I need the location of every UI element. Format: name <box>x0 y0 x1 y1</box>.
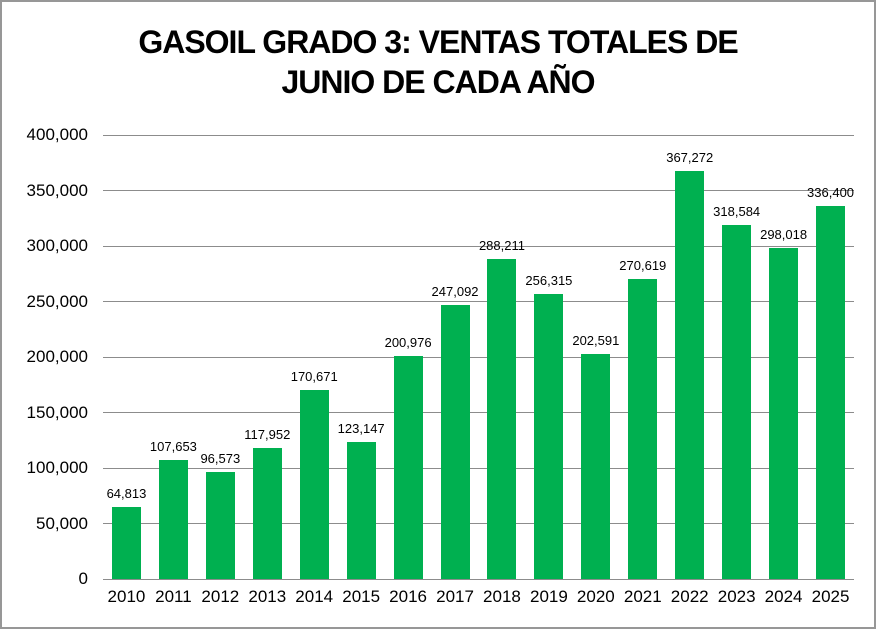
x-axis-tick-label: 2012 <box>201 587 240 606</box>
bar-value-label: 64,813 <box>106 486 147 502</box>
x-axis-tick-label: 2023 <box>717 587 756 606</box>
gridline <box>103 134 854 136</box>
gridline <box>103 245 854 247</box>
y-axis-tick-label: 150,000 <box>26 402 88 422</box>
y-axis-tick-label: 200,000 <box>26 347 88 366</box>
bar-value-label: 117,952 <box>244 427 291 443</box>
bar-2020 <box>581 354 611 579</box>
bar-value-label: 202,591 <box>572 333 620 349</box>
bar-2011 <box>158 459 188 579</box>
bar-2014 <box>299 389 329 579</box>
bar-2015 <box>346 442 376 579</box>
bar-value-label: 318,584 <box>713 204 761 220</box>
x-axis-tick-label: 2010 <box>107 587 146 606</box>
y-axis-tick-label: 0 <box>78 569 88 588</box>
bar-2022 <box>675 171 705 579</box>
bar-2012 <box>205 471 235 579</box>
bar-value-label: 247,092 <box>431 283 479 299</box>
x-axis-tick-label: 2017 <box>436 587 474 606</box>
bar-2016 <box>393 355 423 579</box>
bar-2025 <box>816 205 846 579</box>
bar-value-label: 200,976 <box>384 334 432 350</box>
y-axis-tick-label: 350,000 <box>26 180 88 200</box>
x-axis-tick-label: 2020 <box>576 587 615 606</box>
bar-value-label: 270,619 <box>619 257 667 273</box>
bar-value-label: 336,400 <box>807 184 855 200</box>
bar-2018 <box>487 259 517 579</box>
x-axis-tick-label: 2016 <box>389 587 427 606</box>
chart-title-line1: GASOIL GRADO 3: VENTAS TOTALES DE <box>138 24 738 60</box>
gridline <box>103 523 854 524</box>
bar-value-label: 367,272 <box>666 150 714 166</box>
x-axis-tick-label: 2021 <box>623 587 662 606</box>
bar-2021 <box>628 278 658 579</box>
x-axis-tick-label: 2019 <box>529 587 568 606</box>
bar-2017 <box>440 304 470 579</box>
gridline <box>103 412 854 413</box>
x-axis-tick-label: 2015 <box>342 587 381 606</box>
x-axis-tick-label: 2014 <box>295 587 334 606</box>
y-axis-tick-label: 250,000 <box>26 291 88 311</box>
bar-value-label: 298,018 <box>760 227 808 243</box>
bar-value-label: 107,653 <box>149 438 197 454</box>
chart-title-line2: JUNIO DE CADA AÑO <box>281 64 595 100</box>
bar-value-label: 96,573 <box>200 450 241 466</box>
x-axis-tick-label: 2013 <box>248 587 287 606</box>
x-axis-tick-label: 2011 <box>155 587 192 606</box>
gridline <box>103 190 854 191</box>
bar-value-label: 170,671 <box>290 368 338 384</box>
bar-2023 <box>722 225 752 579</box>
x-axis-tick-label: 2022 <box>670 587 709 606</box>
x-axis-line <box>103 578 854 580</box>
y-axis-tick-label: 100,000 <box>26 458 88 477</box>
bar-2024 <box>769 248 799 579</box>
bar-2010 <box>111 507 141 579</box>
bar-value-label: 288,211 <box>478 238 525 254</box>
bar-value-label: 256,315 <box>525 273 573 289</box>
y-axis-tick-label: 300,000 <box>26 236 88 255</box>
y-axis-tick-label: 400,000 <box>26 125 88 144</box>
chart-title: GASOIL GRADO 3: VENTAS TOTALES DE JUNIO … <box>2 22 874 102</box>
gridline <box>103 467 854 469</box>
x-axis-tick-label: 2025 <box>811 587 850 606</box>
bar-value-label: 123,147 <box>337 421 385 437</box>
bar-2013 <box>252 448 282 579</box>
gridline <box>103 301 854 302</box>
gridline <box>103 356 854 358</box>
bar-2019 <box>534 294 564 579</box>
x-axis-tick-label: 2018 <box>483 587 521 606</box>
y-axis-tick-label: 50,000 <box>36 513 88 533</box>
x-axis-tick-label: 2024 <box>764 587 803 606</box>
